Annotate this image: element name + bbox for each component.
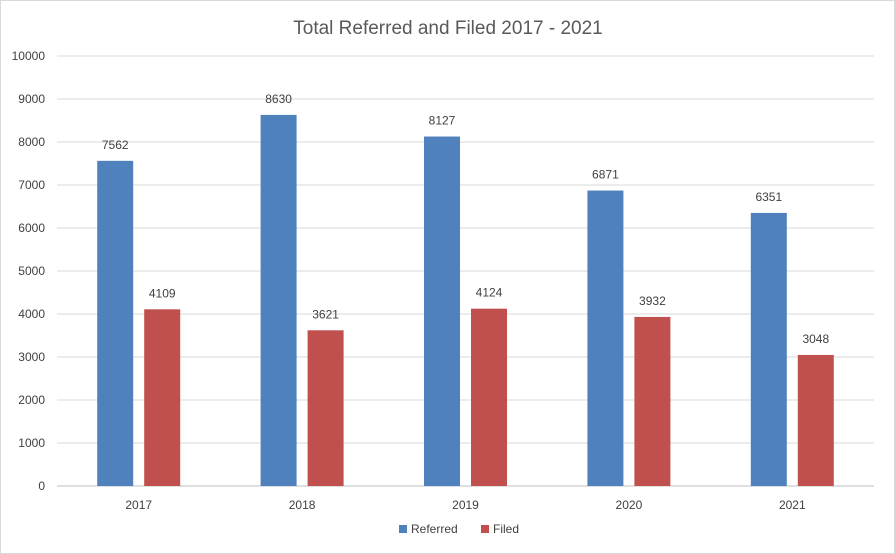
legend-swatch-filed xyxy=(481,525,489,533)
data-label-filed-2021: 3048 xyxy=(802,332,829,346)
y-tick-label: 7000 xyxy=(18,178,45,192)
data-label-filed-2019: 4124 xyxy=(476,286,503,300)
y-tick-label: 5000 xyxy=(18,264,45,278)
bar-filed-2018 xyxy=(307,330,344,486)
y-tick-label: 3000 xyxy=(18,350,45,364)
data-labels: 7562 4109 8630 3621 8127 4124 6871 3932 6351 3048 xyxy=(102,92,830,346)
bar-referred-2017 xyxy=(97,160,134,487)
y-tick-label: 10000 xyxy=(12,49,46,63)
legend-label-referred: Referred xyxy=(411,522,458,536)
legend-label-filed: Filed xyxy=(493,522,519,536)
bar-filed-2021 xyxy=(797,354,834,486)
x-tick-label: 2019 xyxy=(452,498,479,512)
data-label-referred-2017: 7562 xyxy=(102,138,129,152)
data-label-filed-2018: 3621 xyxy=(312,307,339,321)
bars xyxy=(97,114,834,487)
data-label-referred-2020: 6871 xyxy=(592,168,619,182)
data-label-referred-2018: 8630 xyxy=(265,92,292,106)
chart-title: Total Referred and Filed 2017 - 2021 xyxy=(293,18,602,39)
bar-filed-2019 xyxy=(471,308,507,486)
bar-referred-2020 xyxy=(587,190,624,486)
y-tick-label: 2000 xyxy=(18,393,45,407)
legend: Referred Filed xyxy=(399,522,519,536)
data-label-filed-2020: 3932 xyxy=(639,294,666,308)
legend-swatch-referred xyxy=(399,525,407,533)
bar-referred-2021 xyxy=(750,212,787,487)
data-label-referred-2021: 6351 xyxy=(755,190,782,204)
x-tick-label: 2017 xyxy=(125,498,152,512)
data-label-filed-2017: 4109 xyxy=(149,286,176,300)
data-label-referred-2019: 8127 xyxy=(429,114,456,128)
y-tick-label: 8000 xyxy=(18,135,45,149)
y-tick-label: 6000 xyxy=(18,221,45,235)
y-tick-label: 1000 xyxy=(18,436,45,450)
x-tick-label: 2021 xyxy=(779,498,806,512)
bar-referred-2018 xyxy=(260,114,297,486)
bar-referred-2019 xyxy=(424,136,460,486)
x-tick-label: 2020 xyxy=(616,498,643,512)
bar-filed-2017 xyxy=(144,309,181,486)
bar-filed-2020 xyxy=(634,316,671,486)
y-axis-ticks: 0 1000 2000 3000 4000 5000 6000 7000 8000 9000 100… xyxy=(12,49,46,493)
x-tick-label: 2018 xyxy=(289,498,316,512)
x-axis-ticks: 2017 2018 2019 2020 2021 xyxy=(125,498,806,512)
y-tick-label: 0 xyxy=(38,479,45,493)
y-tick-label: 9000 xyxy=(18,92,45,106)
y-tick-label: 4000 xyxy=(18,307,45,321)
gridlines xyxy=(57,55,874,487)
